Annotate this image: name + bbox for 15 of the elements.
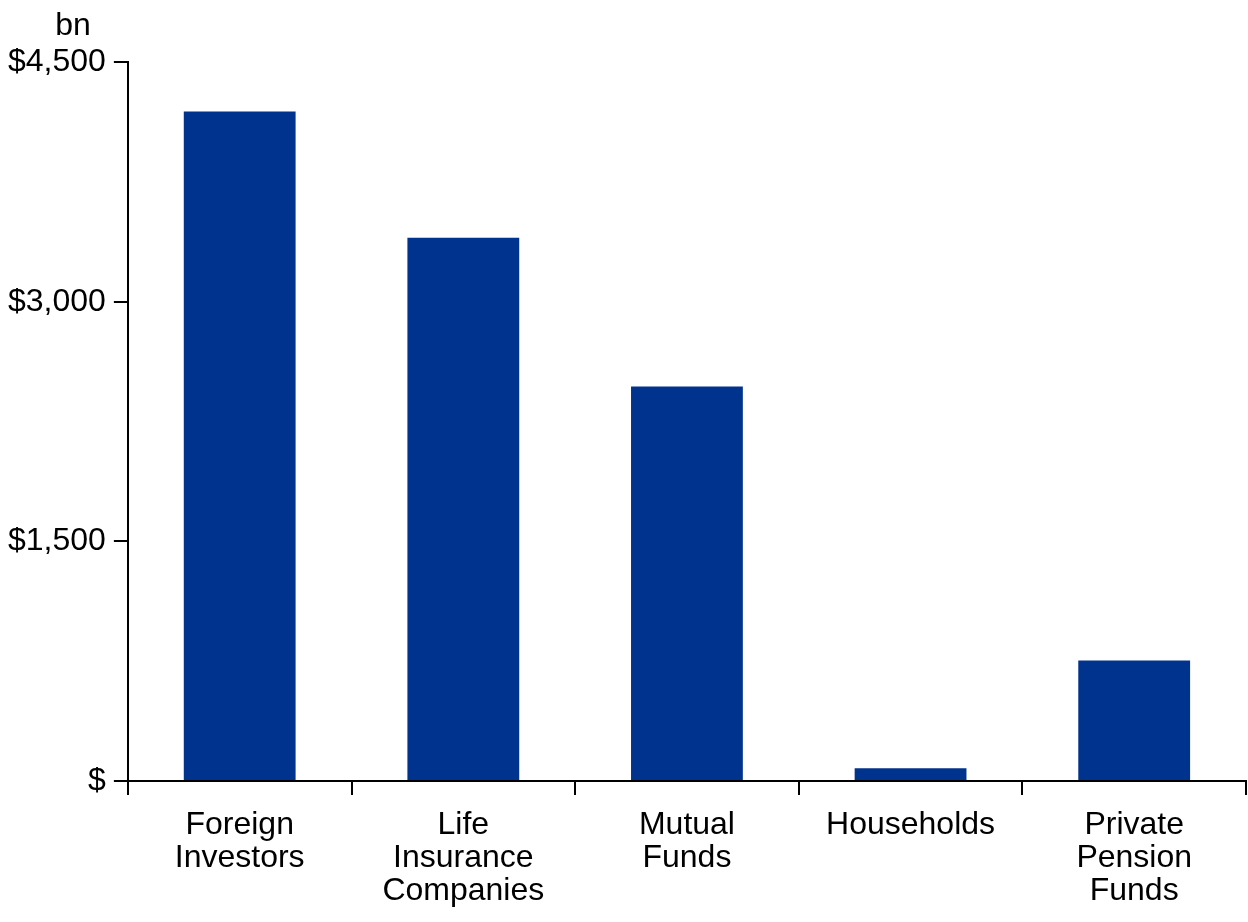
x-tick-label: Mutual Funds (638, 805, 735, 875)
bar (854, 768, 967, 781)
x-tick-label: Private Pension Funds (1076, 805, 1193, 908)
bar (1078, 660, 1191, 781)
x-tick-label: Foreign Investors (174, 805, 305, 875)
y-tick-label: $3,000 (8, 281, 106, 318)
y-tick-label: $1,500 (8, 521, 106, 558)
x-tick-label: Households (826, 805, 996, 842)
y-axis-title: bn (55, 5, 91, 42)
y-tick-label: $ (88, 760, 107, 797)
x-tick-label: Life Insurance Companies (382, 805, 545, 908)
bar (407, 237, 520, 781)
bar (631, 386, 743, 781)
bar (183, 111, 296, 781)
y-tick-label: $4,500 (8, 41, 106, 78)
